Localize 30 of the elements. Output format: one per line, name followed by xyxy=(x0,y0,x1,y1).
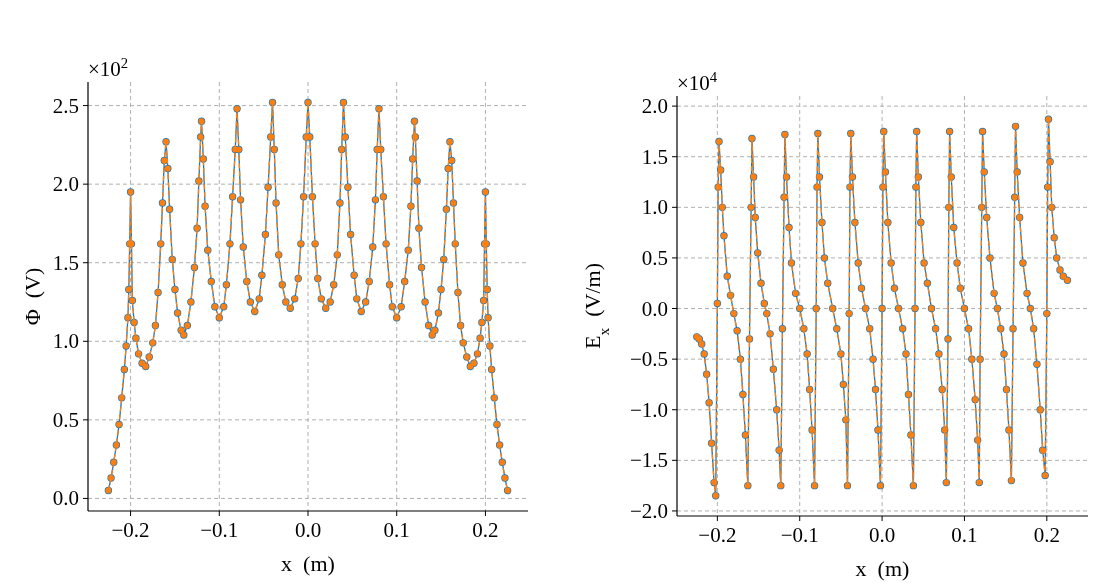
x-tick-label: −0.1 xyxy=(200,518,239,542)
x-tick-label: −0.1 xyxy=(780,523,819,547)
y-tick-label: 1.0 xyxy=(641,195,668,220)
y-tick-label: −2.0 xyxy=(629,498,668,523)
x-tick-label: 0.0 xyxy=(294,518,322,542)
text: ×10$^{2}$ xyxy=(88,55,129,81)
y-tick-label: 1.0 xyxy=(52,329,79,354)
y-tick-label: −1.5 xyxy=(629,448,668,473)
y-axis-title: Φ (V) xyxy=(20,267,45,326)
y-tick-label: 2.0 xyxy=(641,94,668,119)
x-tick-label: −0.2 xyxy=(111,518,150,542)
x-tick-label: 0.1 xyxy=(951,523,978,547)
y-tick-label: 0.5 xyxy=(641,245,668,270)
y-tick-label: 1.5 xyxy=(641,144,668,169)
y-tick-label: −0.5 xyxy=(629,347,668,372)
x-tick-label: 0.2 xyxy=(472,518,499,542)
x-tick-label: 0.2 xyxy=(1033,523,1060,547)
y-tick-label: 0.0 xyxy=(641,296,668,321)
y-tick-label: 2.0 xyxy=(52,172,79,197)
y-tick-label: 2.5 xyxy=(52,93,79,118)
text: ×10$^{4}$ xyxy=(677,69,718,95)
x-tick-label: 0.1 xyxy=(383,518,410,542)
x-axis-title: x (m) xyxy=(281,551,335,576)
x-axis-title: x (m) xyxy=(855,556,910,581)
y-tick-label: −1.0 xyxy=(629,397,668,422)
x-tick-label: 0.0 xyxy=(868,523,896,547)
y-tick-label: 0.0 xyxy=(52,486,79,511)
y-tick-label: 0.5 xyxy=(52,407,79,432)
y-tick-label: 1.5 xyxy=(52,250,79,275)
x-tick-label: −0.2 xyxy=(698,523,737,547)
